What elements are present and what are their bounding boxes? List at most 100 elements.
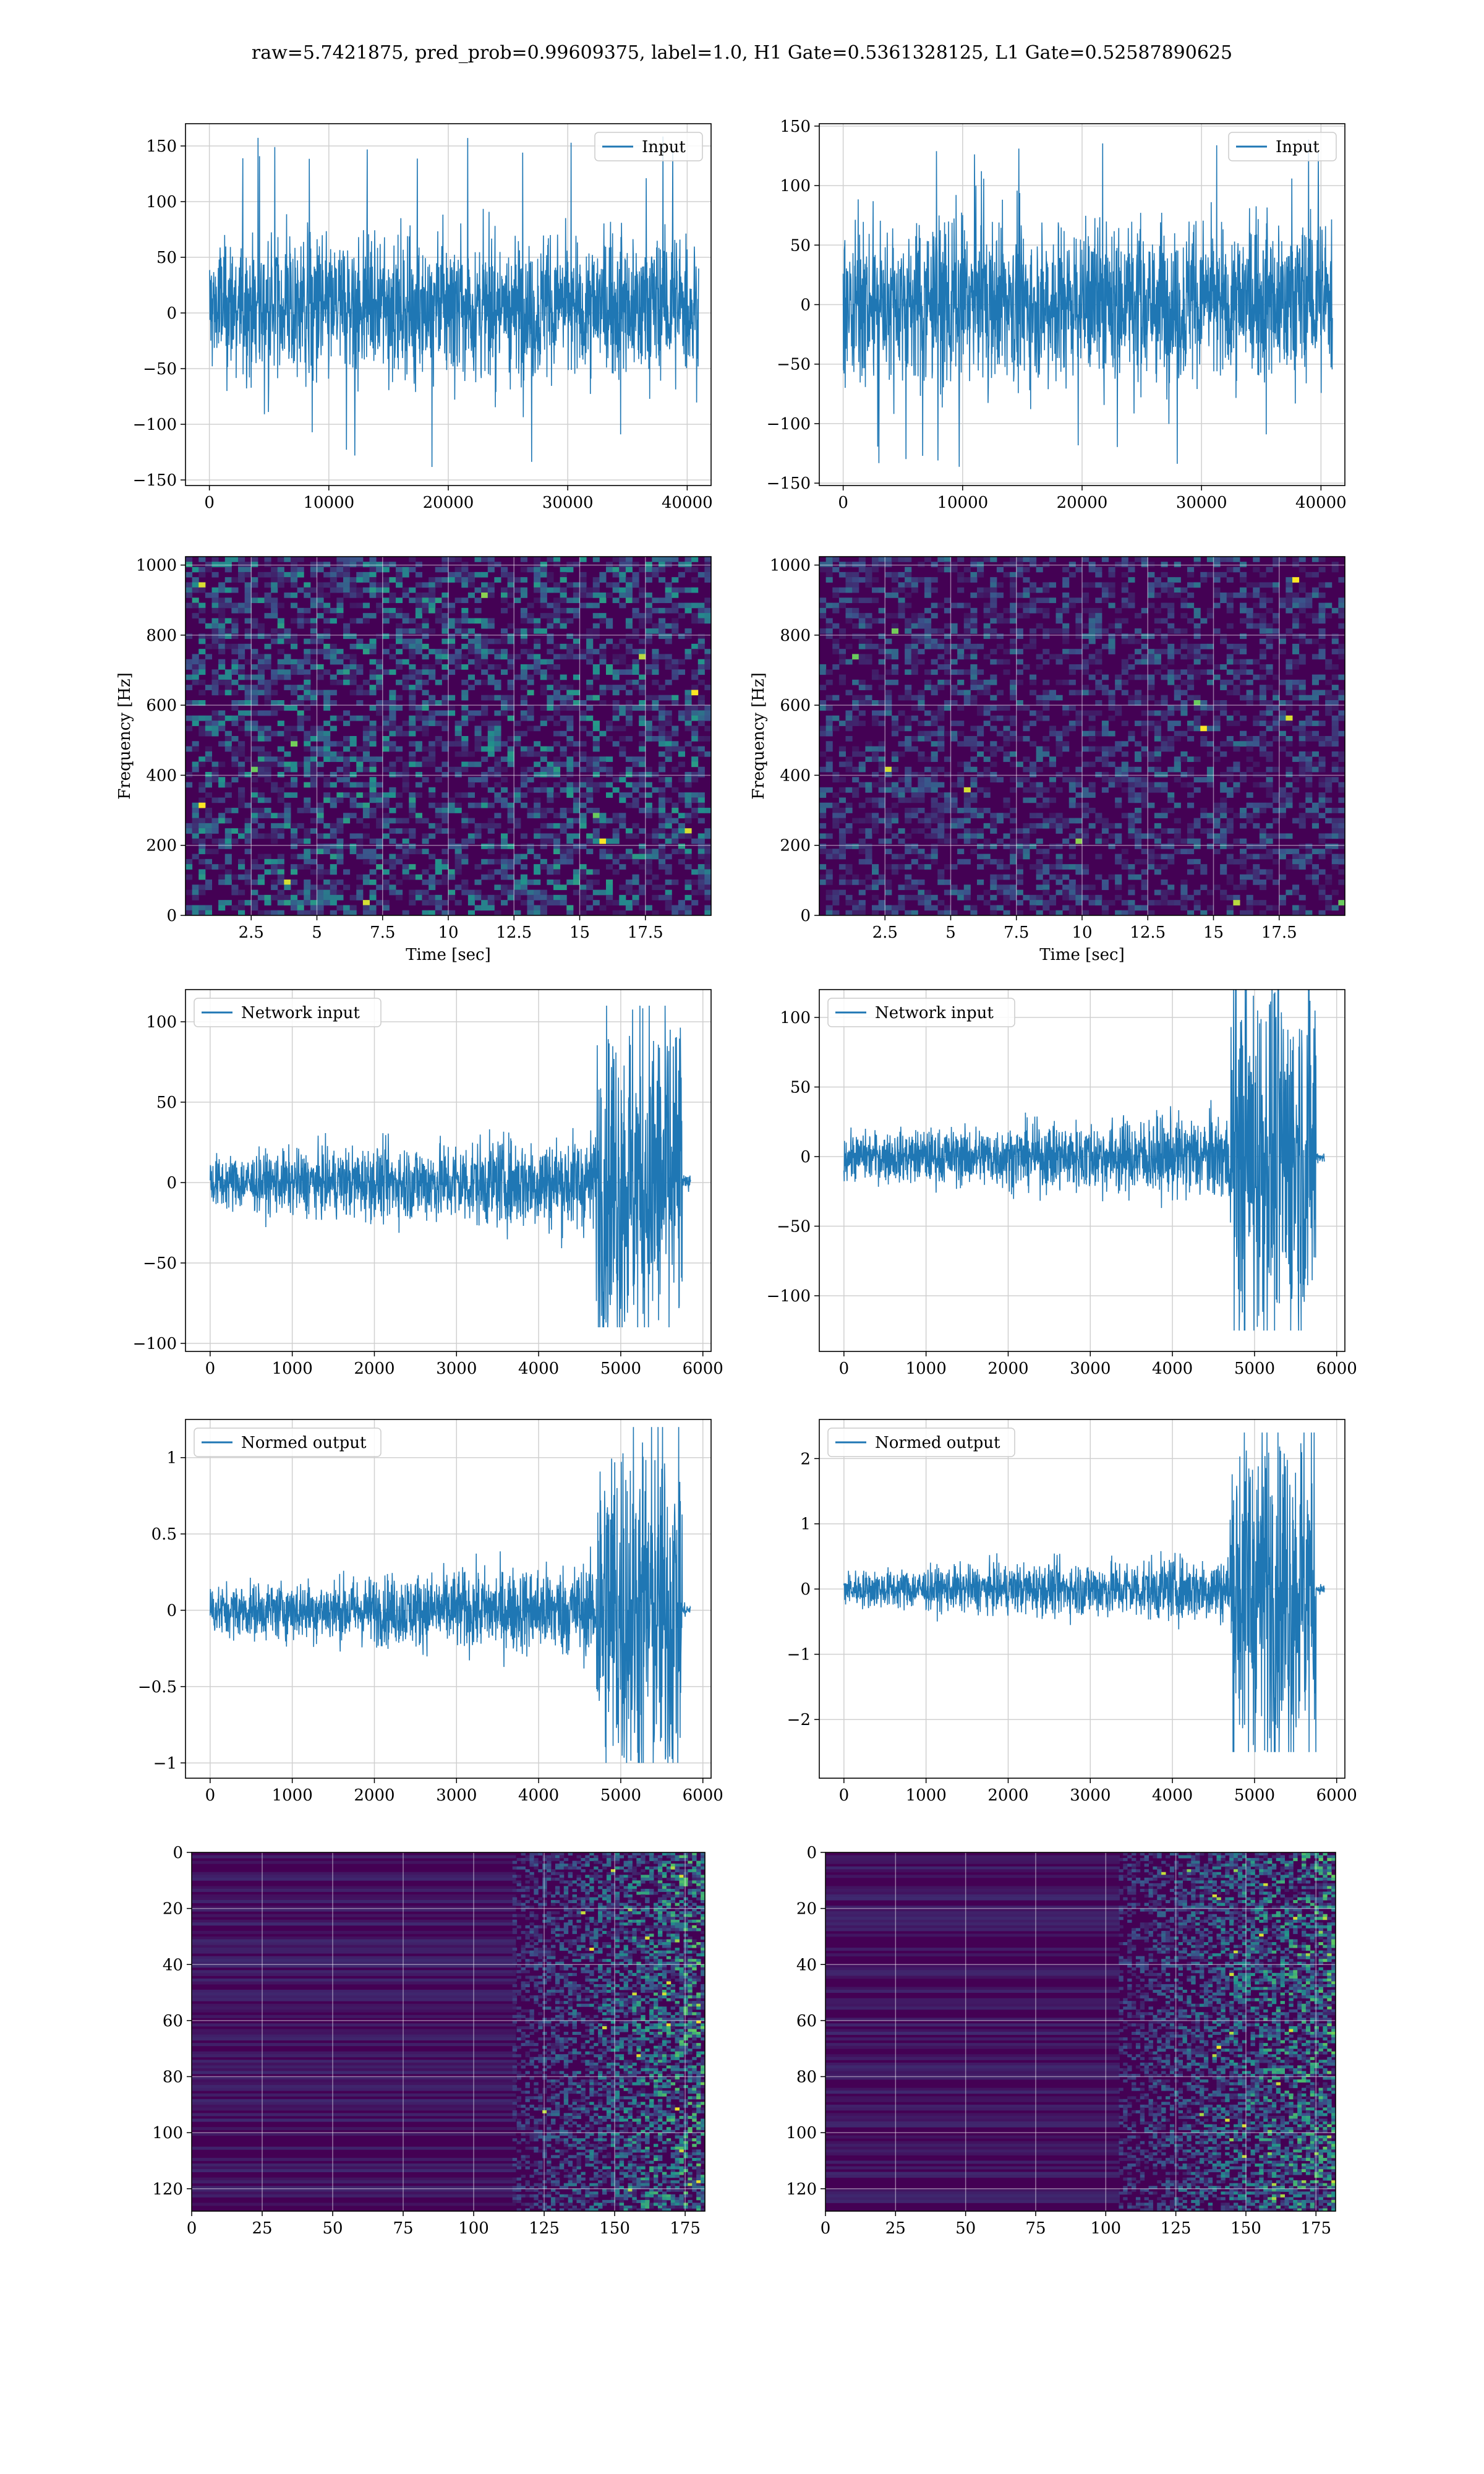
heatmap-cell [918,659,925,665]
heatmap-cell [441,710,449,716]
heatmap-cell [1161,695,1168,701]
heatmap-cell [467,571,475,578]
heatmap-cell [211,643,219,649]
heatmap-cell [481,654,488,660]
heatmap-cell [284,557,291,562]
heatmap-cell [1095,623,1102,629]
heatmap-cell [520,618,527,624]
heatmap-cell [885,638,892,644]
heatmap-cell [1121,633,1128,640]
heatmap-cell [1055,874,1063,880]
heatmap-cell [865,874,872,880]
heatmap-cell [192,818,199,824]
heatmap-cell [599,690,607,696]
heatmap-cell [1187,766,1195,773]
heatmap-cell [1240,730,1247,737]
heatmap-cell [684,741,692,747]
heatmap-cell [218,721,226,726]
heatmap-cell [205,905,212,911]
heatmap-cell [1226,654,1234,660]
heatmap-cell [547,838,554,844]
heatmap-cell [534,833,541,839]
heatmap-cell [990,659,997,665]
heatmap-cell [1108,833,1115,839]
heatmap-cell [277,669,284,675]
heatmap-cell [957,818,965,824]
heatmap-cell [487,726,495,732]
heatmap-cell [507,582,514,588]
heatmap-cell [678,858,685,865]
heatmap-cell [983,690,991,696]
heatmap-cell [435,607,442,614]
heatmap-cell [284,823,291,829]
heatmap-cell [224,557,232,562]
heatmap-cell [349,664,357,670]
heatmap-cell [918,638,925,644]
heatmap-cell [612,643,620,649]
heatmap-cell [336,587,344,593]
heatmap-cell [838,746,846,752]
heatmap-cell [858,700,866,706]
heatmap-cell [501,638,508,644]
heatmap-cell [586,761,594,768]
heatmap-cell [527,674,534,680]
heatmap-cell [271,690,278,696]
heatmap-cell [996,864,1004,870]
heatmap-cell [1233,746,1240,752]
heatmap-cell [996,730,1004,737]
heatmap-cell [192,669,199,675]
heatmap-cell [382,607,390,614]
heatmap-cell [672,849,679,855]
heatmap-cell [369,849,377,855]
heatmap-cell [944,730,951,737]
heatmap-cell [1246,766,1253,773]
heatmap-cell [885,828,892,834]
heatmap-cell [665,593,672,598]
heatmap-cell [251,736,258,742]
heatmap-cell [678,905,685,911]
heatmap-cell [317,726,324,732]
heatmap-cell [684,818,692,824]
heatmap-cell [1141,833,1148,839]
heatmap-cell [487,593,495,598]
heatmap-cell [1043,818,1050,824]
heatmap-cell [396,705,403,711]
heatmap-cell [1259,751,1266,757]
heatmap-cell [1075,792,1083,798]
heatmap-cell [865,741,872,747]
heatmap-cell [291,562,298,568]
heatmap-cell [1121,597,1128,604]
heatmap-cell [422,679,429,685]
heatmap-cell [977,705,984,711]
heatmap-cell [369,593,377,598]
heatmap-cell [1180,838,1188,844]
heatmap-cell [838,597,846,604]
heatmap-cell [409,761,416,768]
heatmap-cell [211,623,219,629]
heatmap-cell [205,654,212,660]
heatmap-cell [1095,854,1102,860]
heatmap-cell [369,567,377,573]
heatmap-cell [878,782,885,788]
heatmap-cell [1253,869,1260,875]
heatmap-cell [970,643,978,649]
heatmap-cell [396,628,403,634]
heatmap-cell [1036,874,1043,880]
heatmap-cell [625,782,633,788]
heatmap-cell [1016,777,1023,783]
heatmap-cell [271,782,278,788]
heatmap-cell [1259,772,1266,777]
heatmap-cell [323,797,331,803]
heatmap-cell [1135,858,1142,865]
heatmap-cell [1043,649,1050,654]
heatmap-cell [645,792,652,798]
heatmap-cell [1253,721,1260,726]
heatmap-cell [429,649,436,654]
heatmap-cell [878,797,885,803]
heatmap-cell [1121,618,1128,624]
heatmap-cell [1253,613,1260,618]
heatmap-cell [1043,613,1050,618]
heatmap-cell [665,782,672,788]
heatmap-cell [1082,685,1090,690]
heatmap-cell [1030,741,1037,747]
